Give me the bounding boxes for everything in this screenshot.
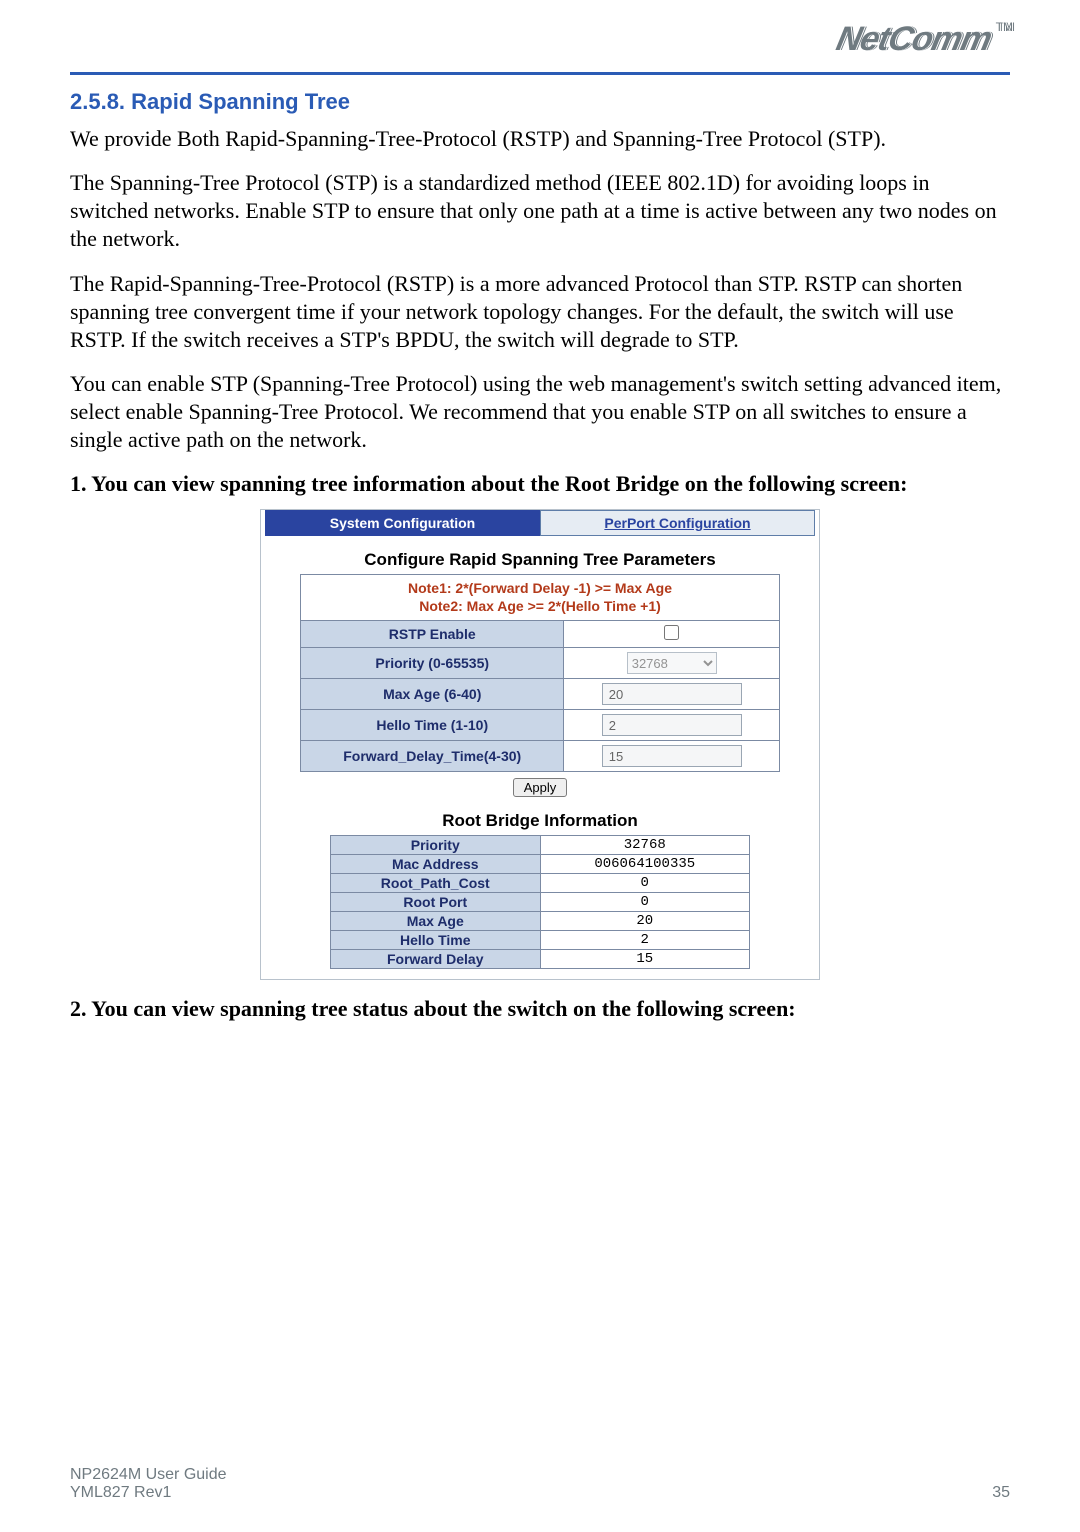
paragraph: The Rapid-Spanning-Tree-Protocol (RSTP) … — [70, 270, 1010, 354]
info-key: Root_Path_Cost — [331, 874, 541, 893]
config-table: Note1: 2*(Forward Delay -1) >= Max Age N… — [300, 574, 780, 773]
info-caption: Root Bridge Information — [265, 811, 815, 831]
root-bridge-info-table: Priority32768 Mac Address006064100335 Ro… — [330, 835, 750, 969]
info-key: Forward Delay — [331, 950, 541, 969]
brand-logo-wrap: NetCommTM — [70, 20, 1010, 70]
table-row: Hello Time2 — [331, 931, 750, 950]
info-value: 20 — [540, 912, 750, 931]
config-note1: Note1: 2*(Forward Delay -1) >= Max Age — [309, 579, 771, 598]
section-number: 2.5.8. — [70, 89, 125, 114]
info-key: Root Port — [331, 893, 541, 912]
info-value: 006064100335 — [540, 855, 750, 874]
paragraph: We provide Both Rapid-Spanning-Tree-Prot… — [70, 125, 1010, 153]
info-value: 32768 — [540, 836, 750, 855]
tab-system-configuration[interactable]: System Configuration — [265, 510, 540, 536]
config-caption: Configure Rapid Spanning Tree Parameters — [265, 550, 815, 570]
config-note-row: Note1: 2*(Forward Delay -1) >= Max Age N… — [301, 574, 780, 621]
info-value: 0 — [540, 893, 750, 912]
table-row: Root_Path_Cost0 — [331, 874, 750, 893]
config-panel: System Configuration PerPort Configurati… — [260, 509, 820, 981]
info-value: 15 — [540, 950, 750, 969]
config-label: Forward_Delay_Time(4-30) — [301, 741, 564, 772]
priority-select[interactable]: 32768 — [627, 652, 717, 674]
config-label: Hello Time (1-10) — [301, 710, 564, 741]
config-row-priority: Priority (0-65535) 32768 — [301, 648, 780, 679]
info-key: Mac Address — [331, 855, 541, 874]
table-row: Root Port0 — [331, 893, 750, 912]
info-value: 0 — [540, 874, 750, 893]
footer-doc-title: NP2624M User Guide — [70, 1466, 227, 1484]
page-footer: NP2624M User Guide YML827 Rev1 35 — [70, 1466, 1010, 1502]
document-page: NetCommTM 2.5.8. Rapid Spanning Tree We … — [0, 0, 1080, 1532]
info-key: Max Age — [331, 912, 541, 931]
info-key: Hello Time — [331, 931, 541, 950]
table-row: Priority32768 — [331, 836, 750, 855]
hello-time-input[interactable] — [602, 714, 742, 736]
paragraph: The Spanning-Tree Protocol (STP) is a st… — [70, 169, 1010, 253]
table-row: Mac Address006064100335 — [331, 855, 750, 874]
step-heading: 2. You can view spanning tree status abo… — [70, 996, 1010, 1022]
forward-delay-input[interactable] — [602, 745, 742, 767]
footer-left: NP2624M User Guide YML827 Rev1 — [70, 1466, 227, 1502]
tab-perport-configuration[interactable]: PerPort Configuration — [540, 510, 815, 536]
table-row: Forward Delay15 — [331, 950, 750, 969]
config-row-max-age: Max Age (6-40) — [301, 679, 780, 710]
config-tabs: System Configuration PerPort Configurati… — [265, 510, 815, 536]
info-value: 2 — [540, 931, 750, 950]
header-rule — [70, 72, 1010, 75]
step-heading: 1. You can view spanning tree informatio… — [70, 471, 1010, 497]
config-row-hello-time: Hello Time (1-10) — [301, 710, 780, 741]
config-row-forward-delay: Forward_Delay_Time(4-30) — [301, 741, 780, 772]
section-heading: 2.5.8. Rapid Spanning Tree — [70, 89, 1010, 115]
config-label: Priority (0-65535) — [301, 648, 564, 679]
paragraph: You can enable STP (Spanning-Tree Protoc… — [70, 370, 1010, 454]
config-label: RSTP Enable — [301, 621, 564, 648]
page-number: 35 — [992, 1484, 1010, 1502]
config-row-rstp-enable: RSTP Enable — [301, 621, 780, 648]
config-note2: Note2: Max Age >= 2*(Hello Time +1) — [309, 597, 771, 616]
table-row: Max Age20 — [331, 912, 750, 931]
footer-doc-rev: YML827 Rev1 — [70, 1484, 227, 1502]
apply-button[interactable]: Apply — [513, 778, 568, 797]
config-label: Max Age (6-40) — [301, 679, 564, 710]
info-key: Priority — [331, 836, 541, 855]
rstp-enable-checkbox[interactable] — [664, 625, 679, 640]
brand-logo: NetCommTM — [833, 20, 1014, 59]
section-title: Rapid Spanning Tree — [131, 89, 350, 114]
brand-tm: TM — [995, 20, 1012, 34]
brand-name: NetComm — [833, 20, 995, 58]
max-age-input[interactable] — [602, 683, 742, 705]
